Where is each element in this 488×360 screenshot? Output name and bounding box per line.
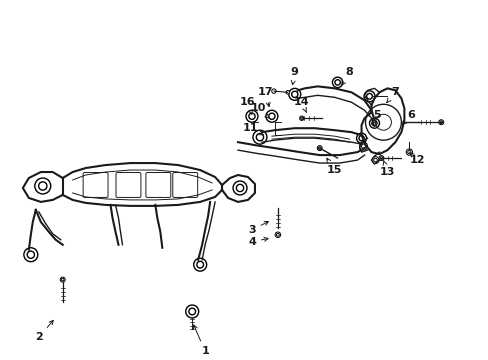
- Circle shape: [291, 91, 297, 98]
- Circle shape: [245, 110, 258, 122]
- Circle shape: [193, 258, 206, 271]
- Circle shape: [356, 133, 366, 143]
- Circle shape: [359, 142, 367, 150]
- Circle shape: [299, 116, 304, 121]
- Circle shape: [438, 120, 443, 125]
- Text: 15: 15: [326, 158, 342, 175]
- Circle shape: [61, 278, 64, 281]
- Circle shape: [268, 113, 274, 120]
- Circle shape: [406, 149, 412, 155]
- Text: 11: 11: [242, 123, 263, 135]
- Circle shape: [379, 157, 382, 159]
- Text: 8: 8: [341, 67, 353, 85]
- Circle shape: [24, 248, 38, 262]
- Circle shape: [185, 305, 198, 318]
- Circle shape: [35, 178, 51, 194]
- Text: 5: 5: [371, 110, 381, 124]
- Circle shape: [332, 77, 342, 87]
- Text: 7: 7: [386, 87, 399, 103]
- Text: 4: 4: [247, 237, 267, 247]
- Circle shape: [373, 158, 377, 162]
- Circle shape: [60, 277, 65, 282]
- Circle shape: [378, 156, 383, 161]
- Circle shape: [288, 88, 300, 100]
- Text: 12: 12: [409, 152, 424, 165]
- Circle shape: [317, 146, 322, 150]
- Text: 6: 6: [401, 110, 414, 125]
- Text: 16: 16: [240, 97, 255, 114]
- Circle shape: [358, 136, 364, 141]
- Circle shape: [407, 150, 410, 154]
- Text: 13: 13: [379, 161, 394, 177]
- Circle shape: [366, 94, 371, 99]
- Circle shape: [265, 110, 277, 122]
- Circle shape: [256, 134, 263, 141]
- Text: 14: 14: [293, 97, 309, 113]
- Text: 2: 2: [35, 320, 53, 342]
- Circle shape: [275, 232, 280, 238]
- Circle shape: [233, 181, 246, 195]
- Text: 9: 9: [290, 67, 298, 85]
- Circle shape: [236, 184, 243, 192]
- Circle shape: [371, 157, 378, 163]
- Text: 1: 1: [193, 325, 208, 356]
- Circle shape: [371, 121, 376, 126]
- Circle shape: [196, 261, 203, 268]
- Circle shape: [439, 121, 442, 123]
- Circle shape: [27, 251, 34, 258]
- Text: 10: 10: [250, 103, 269, 118]
- Circle shape: [188, 308, 195, 315]
- Circle shape: [318, 147, 320, 149]
- Circle shape: [285, 91, 289, 94]
- Circle shape: [39, 182, 47, 190]
- Circle shape: [276, 233, 279, 236]
- Circle shape: [361, 144, 365, 148]
- Text: 3: 3: [247, 221, 268, 235]
- Circle shape: [363, 91, 374, 102]
- Circle shape: [248, 113, 255, 120]
- Circle shape: [300, 117, 302, 120]
- Circle shape: [252, 130, 266, 144]
- Circle shape: [271, 89, 276, 93]
- Circle shape: [369, 118, 379, 128]
- Text: 17: 17: [258, 87, 273, 107]
- Circle shape: [334, 80, 340, 85]
